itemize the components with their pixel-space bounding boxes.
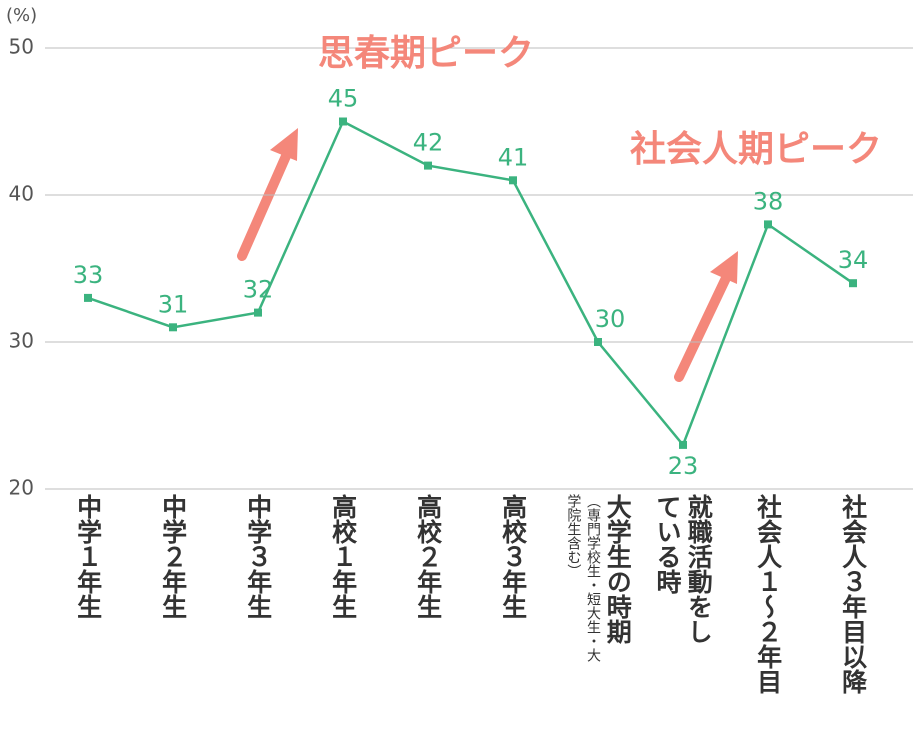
- x-tick-label: 中学３年生: [243, 494, 273, 619]
- data-label: 38: [753, 187, 784, 215]
- x-tick-label: 大学生の時期: [603, 494, 633, 644]
- x-tick-label: 社会人３年目以降: [838, 494, 868, 694]
- data-label: 23: [668, 452, 699, 480]
- x-tick-label-group: 高校２年生: [412, 494, 443, 619]
- data-label: 32: [243, 276, 274, 304]
- data-point: [509, 176, 517, 185]
- y-tick-label: 20: [9, 476, 34, 500]
- y-unit: (%): [6, 5, 37, 26]
- data-line: [87, 119, 854, 448]
- y-tick-label: 50: [9, 35, 34, 59]
- x-tick-label-group: 社会人１～２年目: [752, 494, 783, 694]
- x-tick-label: 中学２年生: [158, 494, 188, 619]
- data-point: [679, 440, 687, 449]
- data-point: [169, 323, 177, 332]
- arrow: [237, 128, 298, 261]
- data-point: [764, 220, 772, 229]
- data-label: 42: [413, 129, 444, 157]
- x-tick-label-group: 中学２年生: [157, 494, 188, 619]
- x-tick-label: 高校１年生: [328, 494, 358, 619]
- x-tick-label: 就職活動をしている時: [653, 494, 714, 644]
- x-tick-label-group: 就職活動をしている時: [652, 494, 715, 644]
- y-tick-label: 40: [9, 182, 34, 206]
- data-point: [849, 279, 857, 288]
- x-tick-label: 高校２年生: [413, 494, 443, 619]
- data-label: 34: [838, 246, 869, 274]
- data-point: [254, 308, 262, 317]
- x-tick-label: 高校３年生: [498, 494, 528, 619]
- data-label: 33: [73, 261, 104, 289]
- x-tick-label-group: 社会人３年目以降: [837, 494, 868, 694]
- x-tick-label-group: 中学１年生: [72, 494, 103, 619]
- y-tick-label: 30: [9, 329, 34, 353]
- x-tick-label-group: 大学生の時期 （専門学校生・短大生・大学院生含む）: [563, 494, 633, 662]
- x-tick-label: 社会人１～２年目: [753, 494, 783, 694]
- data-label: 31: [158, 290, 189, 318]
- x-tick-label-group: 中学３年生: [242, 494, 273, 619]
- x-tick-label-group: 高校１年生: [327, 494, 358, 619]
- data-label: 45: [328, 85, 359, 113]
- data-point: [84, 293, 92, 302]
- data-point: [594, 338, 602, 346]
- annotation: 社会人期ピーク: [630, 129, 883, 170]
- x-tick-label-group: 高校３年生: [497, 494, 528, 619]
- x-tick-note: （専門学校生・短大生・大学院生含む）: [565, 494, 601, 662]
- arrow: [674, 251, 738, 382]
- data-point: [339, 117, 347, 126]
- data-point: [424, 161, 432, 170]
- annotation: 思春期ピーク: [318, 33, 535, 74]
- data-label: 41: [498, 143, 529, 171]
- data-label: 30: [595, 305, 626, 333]
- x-tick-label: 中学１年生: [73, 494, 103, 619]
